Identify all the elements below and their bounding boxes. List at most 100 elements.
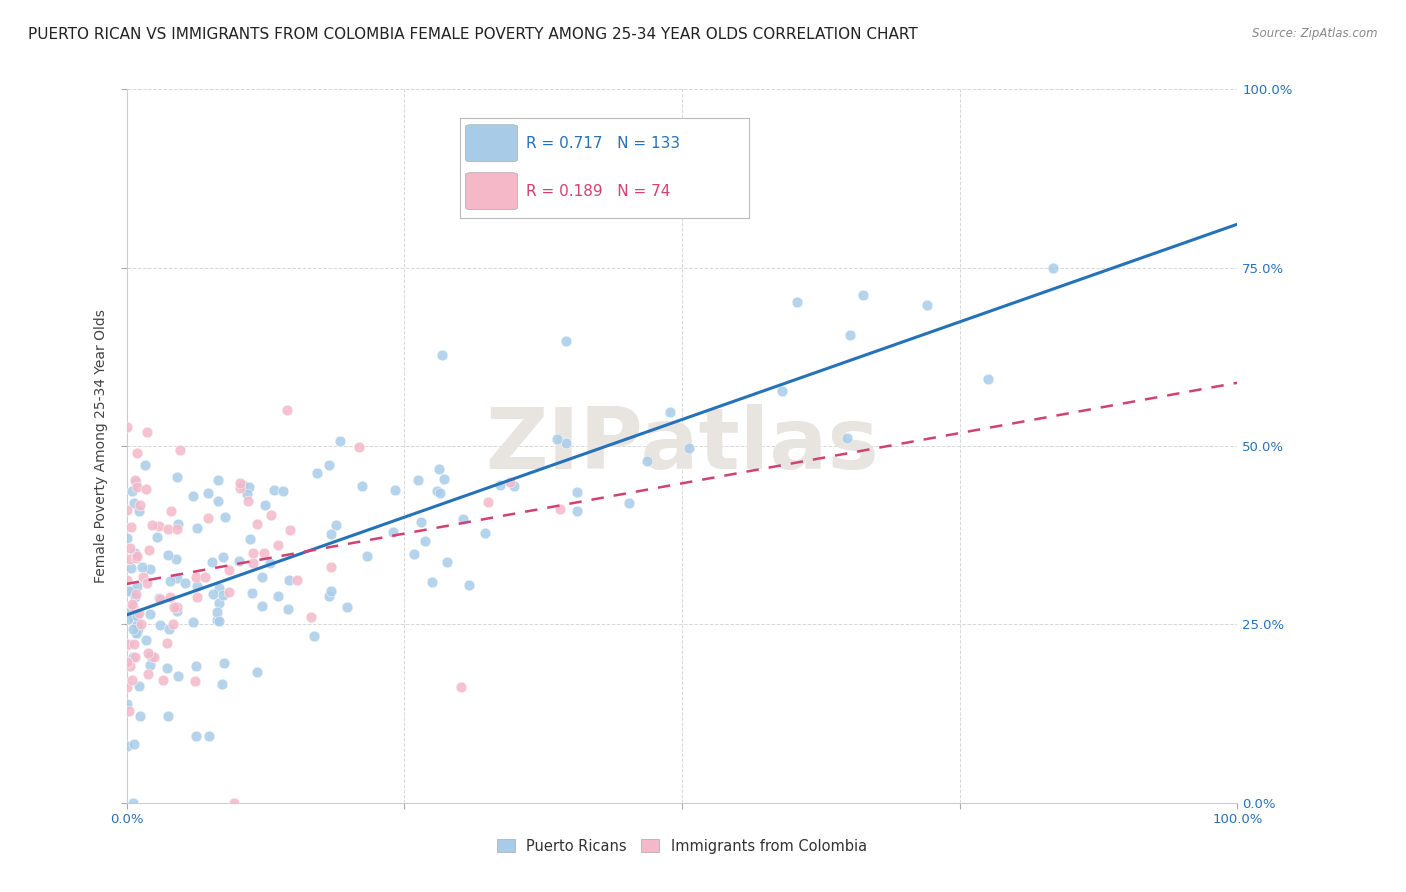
Point xyxy=(453,512,475,526)
Point xyxy=(565,485,588,500)
Point xyxy=(139,561,162,575)
Point xyxy=(136,425,159,440)
Point xyxy=(839,327,862,342)
Point xyxy=(122,737,145,751)
Point xyxy=(117,612,139,626)
Point xyxy=(250,599,273,613)
Point xyxy=(115,739,138,753)
Point xyxy=(228,554,250,568)
Point xyxy=(318,589,340,603)
Point xyxy=(115,503,138,517)
Point xyxy=(124,550,146,565)
Point xyxy=(307,466,329,480)
Point xyxy=(141,518,163,533)
Point xyxy=(124,611,146,625)
Point xyxy=(127,549,149,564)
Point xyxy=(198,729,221,743)
Point xyxy=(122,496,145,510)
Point xyxy=(120,520,142,534)
Point xyxy=(546,432,568,446)
Point xyxy=(184,673,207,688)
Point xyxy=(166,604,188,618)
Point xyxy=(128,503,150,517)
Point xyxy=(121,622,143,636)
Point xyxy=(678,442,700,456)
Point xyxy=(128,708,150,723)
Point xyxy=(138,543,160,558)
Point xyxy=(139,607,162,622)
Point xyxy=(115,655,138,669)
Point xyxy=(259,557,281,571)
Point xyxy=(474,525,496,540)
Point xyxy=(659,405,682,419)
Point xyxy=(565,503,588,517)
Point xyxy=(127,622,149,636)
Point xyxy=(266,590,288,604)
Point xyxy=(277,573,299,587)
Point xyxy=(250,570,273,584)
Point xyxy=(276,403,298,417)
Point xyxy=(263,483,285,497)
Point xyxy=(347,440,370,454)
Point xyxy=(548,501,571,516)
Point xyxy=(125,609,148,624)
Point xyxy=(121,584,143,599)
Point xyxy=(184,658,207,673)
Point xyxy=(165,551,187,566)
Point xyxy=(181,489,204,503)
Point xyxy=(186,579,208,593)
Point xyxy=(124,546,146,560)
Point xyxy=(131,559,153,574)
Point xyxy=(124,591,146,605)
Point xyxy=(837,431,859,445)
Point xyxy=(139,648,162,663)
Point xyxy=(246,665,269,679)
Point xyxy=(169,443,191,458)
Point xyxy=(186,730,208,744)
Point xyxy=(202,587,225,601)
Point xyxy=(211,677,233,691)
Point xyxy=(218,584,240,599)
Point xyxy=(152,673,174,687)
Point xyxy=(489,478,512,492)
Point xyxy=(167,668,190,682)
Point xyxy=(450,680,472,694)
Point xyxy=(124,650,146,665)
Point xyxy=(148,519,170,533)
Point xyxy=(229,481,252,495)
Point xyxy=(125,586,148,600)
Point xyxy=(166,522,188,536)
Point xyxy=(125,446,148,460)
Point xyxy=(122,650,145,665)
Point xyxy=(129,617,152,632)
Point xyxy=(117,697,139,711)
Point xyxy=(186,570,208,584)
Point xyxy=(413,534,436,549)
Point xyxy=(208,614,231,628)
Point xyxy=(122,637,145,651)
Point xyxy=(115,531,138,545)
Point xyxy=(128,679,150,693)
Point xyxy=(499,475,522,490)
Point xyxy=(118,704,141,718)
Point xyxy=(554,334,576,349)
Point xyxy=(381,525,404,540)
Point xyxy=(121,673,143,687)
Point xyxy=(136,646,159,660)
Point xyxy=(124,474,146,488)
Point xyxy=(619,496,641,510)
Point xyxy=(222,796,245,810)
Point xyxy=(118,584,141,599)
Y-axis label: Female Poverty Among 25-34 Year Olds: Female Poverty Among 25-34 Year Olds xyxy=(94,309,108,583)
Point xyxy=(254,498,277,512)
Point xyxy=(159,574,181,588)
Point xyxy=(246,517,269,532)
Point xyxy=(201,555,224,569)
Point xyxy=(285,573,308,587)
Point xyxy=(193,570,215,584)
Point xyxy=(302,629,325,643)
Point xyxy=(156,661,179,675)
Point xyxy=(163,599,186,614)
Point xyxy=(319,527,342,541)
Point xyxy=(429,485,451,500)
